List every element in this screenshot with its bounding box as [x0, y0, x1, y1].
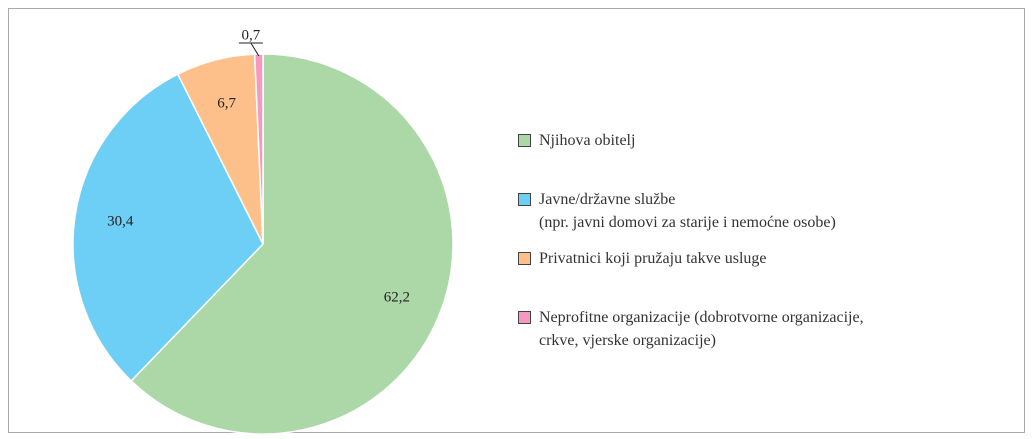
frame — [8, 8, 1025, 433]
data-label: 62,2 — [384, 289, 410, 305]
legend-item: Njihova obitelj — [518, 129, 635, 152]
legend-item: Privatnici koji pružaju takve usluge — [518, 247, 767, 270]
legend-label: Javne/državne službe (npr. javni domovi … — [539, 191, 836, 231]
legend-swatch — [518, 252, 531, 265]
legend-label: Privatnici koji pružaju takve usluge — [539, 250, 767, 267]
data-label: 6,7 — [217, 96, 236, 112]
data-label: 30,4 — [107, 214, 134, 230]
pie-slice — [253, 53, 264, 245]
leader-line — [250, 42, 260, 57]
legend-swatch — [518, 193, 531, 206]
legend-swatch — [518, 311, 531, 324]
legend-swatch — [518, 134, 531, 147]
legend-label: Neprofitne organizacije (dobrotvorne org… — [539, 309, 864, 349]
pie-slice — [130, 53, 454, 435]
legend-item: Javne/državne službe (npr. javni domovi … — [518, 188, 836, 234]
data-label: 0,7 — [241, 27, 260, 43]
legend-item: Neprofitne organizacije (dobrotvorne org… — [518, 306, 864, 352]
legend-label: Njihova obitelj — [539, 132, 636, 149]
